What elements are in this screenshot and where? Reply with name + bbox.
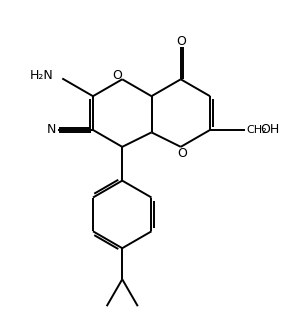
Text: CH₂: CH₂	[246, 125, 267, 135]
Text: O: O	[176, 35, 186, 48]
Text: OH: OH	[261, 123, 280, 136]
Text: H₂N: H₂N	[29, 69, 53, 82]
Text: O: O	[178, 147, 188, 160]
Text: O: O	[112, 69, 122, 82]
Text: N: N	[47, 123, 56, 136]
